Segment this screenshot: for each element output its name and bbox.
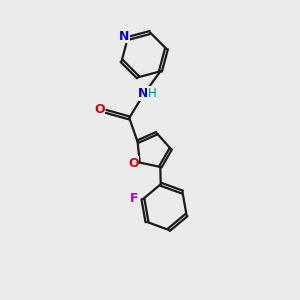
Text: H: H (148, 87, 157, 100)
Text: N: N (137, 87, 148, 100)
Text: N: N (119, 30, 129, 43)
Text: O: O (128, 157, 139, 170)
Text: O: O (94, 103, 105, 116)
Text: F: F (130, 192, 139, 205)
